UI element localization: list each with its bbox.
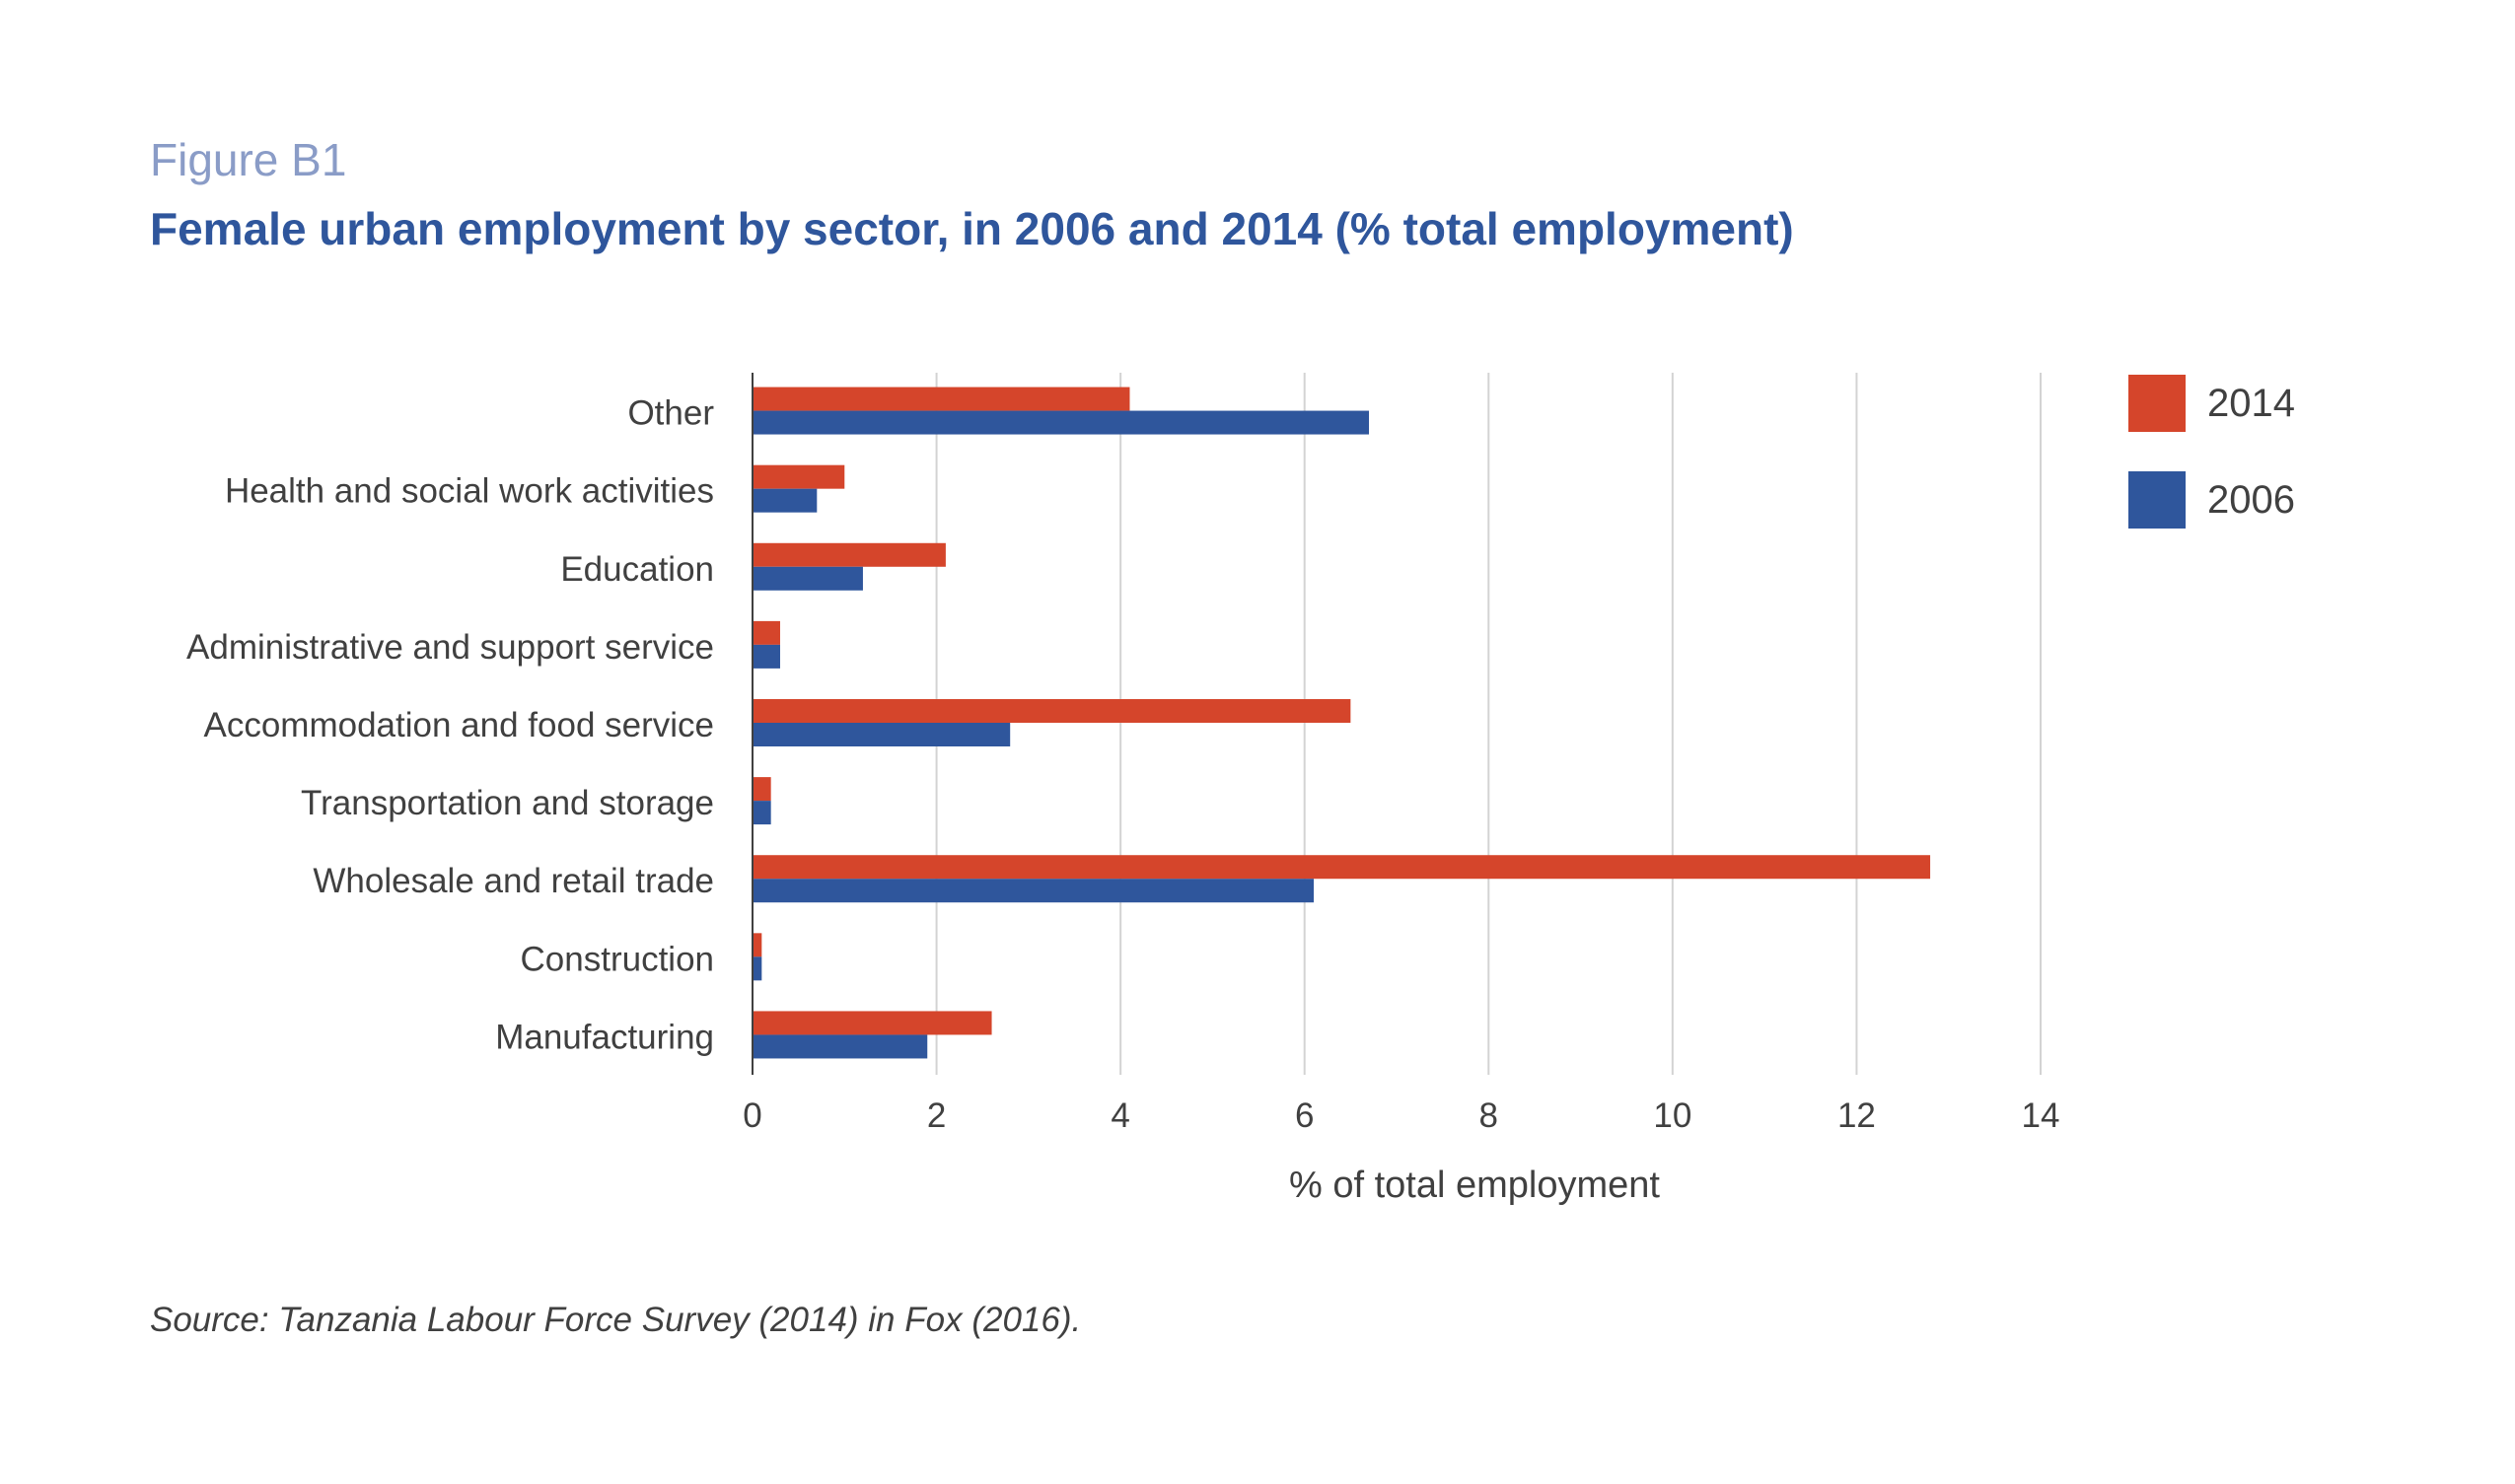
- bar-2014: [754, 855, 1931, 880]
- figure-label: Figure B1: [150, 134, 346, 185]
- bar-2014: [754, 464, 845, 489]
- category-label: Accommodation and food service: [204, 706, 715, 744]
- category-label: Transportation and storage: [301, 784, 714, 822]
- x-axis-title: % of total employment: [1289, 1165, 1660, 1206]
- x-tick-label: 12: [1837, 1096, 1876, 1135]
- bar-2006: [754, 1034, 928, 1059]
- bar-2014: [754, 542, 946, 567]
- legend-swatch-2006: [2128, 471, 2186, 529]
- bar-2014: [754, 699, 1351, 723]
- x-tick-label: 4: [1111, 1096, 1129, 1135]
- source-note: Source: Tanzania Labour Force Survey (20…: [150, 1301, 1081, 1339]
- bar-2014: [754, 620, 780, 645]
- legend-label-2006: 2006: [2207, 478, 2295, 522]
- category-label: Administrative and support service: [186, 628, 714, 667]
- bar-2014: [754, 1011, 992, 1035]
- x-tick-label: 0: [743, 1096, 761, 1135]
- chart-title: Female urban employment by sector, in 20…: [150, 203, 1794, 254]
- bar-2014: [754, 387, 1130, 411]
- category-label: Education: [560, 550, 714, 589]
- legend-swatch-2014: [2128, 375, 2186, 432]
- category-label: Wholesale and retail trade: [313, 862, 714, 900]
- bar-2006: [754, 644, 780, 669]
- grid-lines: [935, 373, 2042, 1075]
- bar-2006: [754, 410, 1370, 435]
- bar-2006: [754, 801, 771, 825]
- bar-2006: [754, 879, 1315, 903]
- category-label: Construction: [521, 940, 714, 978]
- legend-label-2014: 2014: [2207, 382, 2295, 425]
- bars: [754, 387, 1931, 1059]
- bar-2006: [754, 566, 863, 591]
- bar-2006: [754, 723, 1011, 746]
- x-tick-labels: 0 2 4 6 8 10 12 14: [743, 1096, 2059, 1135]
- category-label: Other: [627, 394, 714, 433]
- legend: 2014 2006: [2128, 375, 2295, 529]
- category-label: Health and social work activities: [225, 472, 714, 511]
- x-tick-label: 6: [1295, 1096, 1314, 1135]
- category-labels: Other Health and social work activities Ed…: [186, 394, 714, 1057]
- category-label: Manufacturing: [495, 1018, 714, 1056]
- x-tick-label: 14: [2022, 1096, 2060, 1135]
- x-tick-label: 8: [1479, 1096, 1498, 1135]
- bar-2006: [754, 956, 762, 981]
- bar-2006: [754, 488, 818, 513]
- x-tick-label: 10: [1653, 1096, 1691, 1135]
- bar-2014: [754, 933, 762, 957]
- bar-2014: [754, 777, 771, 802]
- x-tick-label: 2: [927, 1096, 946, 1135]
